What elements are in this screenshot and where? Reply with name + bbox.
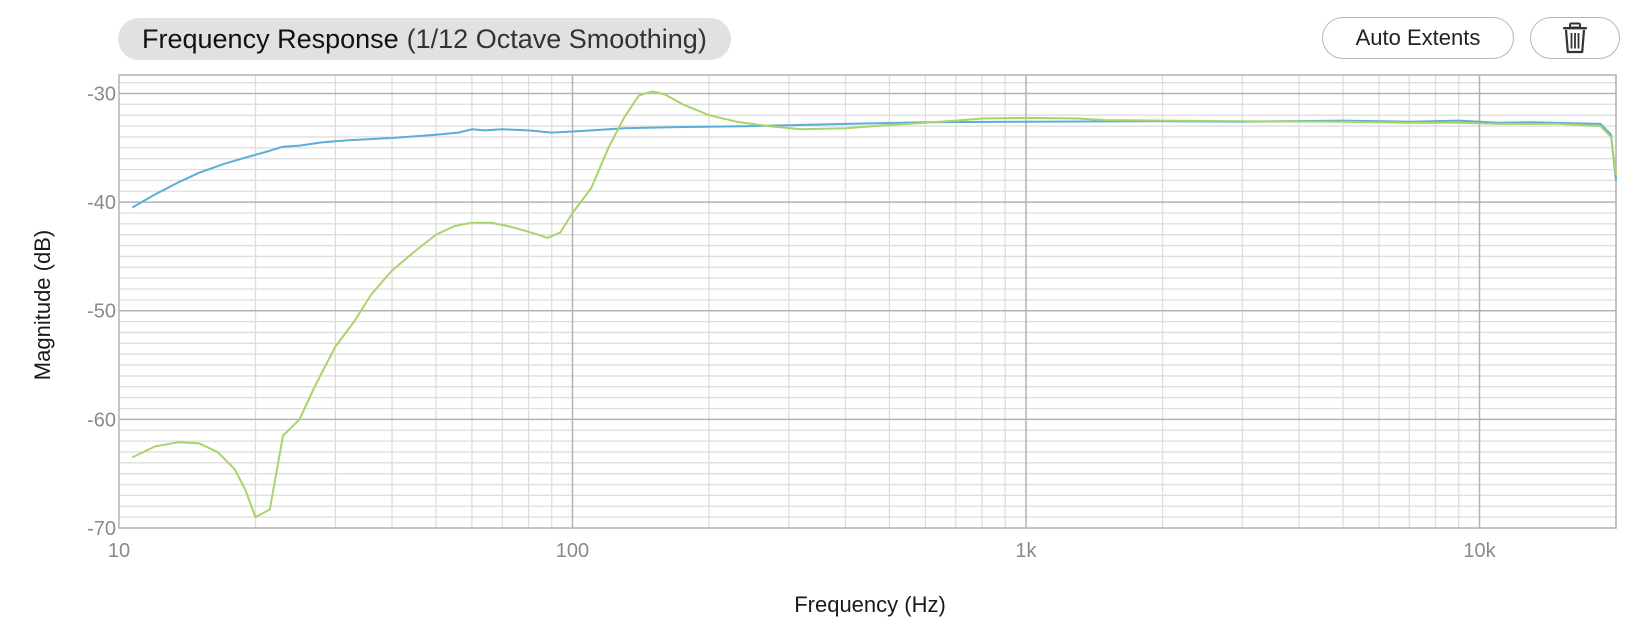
y-tick-labels: -30 -40 -50 -60 -70	[87, 83, 116, 540]
x-axis-title: Frequency (Hz)	[794, 592, 946, 617]
x-tick-label: 10	[108, 540, 130, 562]
auto-extents-button[interactable]: Auto Extents	[1322, 17, 1514, 59]
major-gridlines	[119, 75, 1616, 528]
series-line-1	[131, 119, 1617, 209]
delete-button[interactable]	[1530, 17, 1620, 59]
plot-border	[118, 74, 1617, 529]
chart-title-main: Frequency Response	[142, 23, 399, 54]
chart-title-subtitle: (1/12 Octave Smoothing)	[406, 23, 707, 54]
trash-icon	[1563, 22, 1587, 54]
x-tick-labels: 10 100 1k 10k	[108, 540, 1497, 562]
minor-gridlines	[119, 75, 1617, 528]
y-tick-label: -30	[87, 83, 116, 105]
y-tick-label: -60	[87, 409, 116, 431]
y-tick-label: -40	[87, 192, 116, 214]
series-layer	[131, 90, 1617, 519]
x-tick-label: 10k	[1463, 540, 1496, 562]
series-line-2	[131, 90, 1617, 519]
y-tick-label: -50	[87, 301, 116, 323]
x-tick-label: 1k	[1015, 540, 1037, 562]
y-axis-title: Magnitude (dB)	[30, 230, 55, 380]
y-tick-label: -70	[87, 518, 116, 540]
chart-title: Frequency Response (1/12 Octave Smoothin…	[118, 18, 731, 60]
x-tick-label: 100	[556, 540, 589, 562]
